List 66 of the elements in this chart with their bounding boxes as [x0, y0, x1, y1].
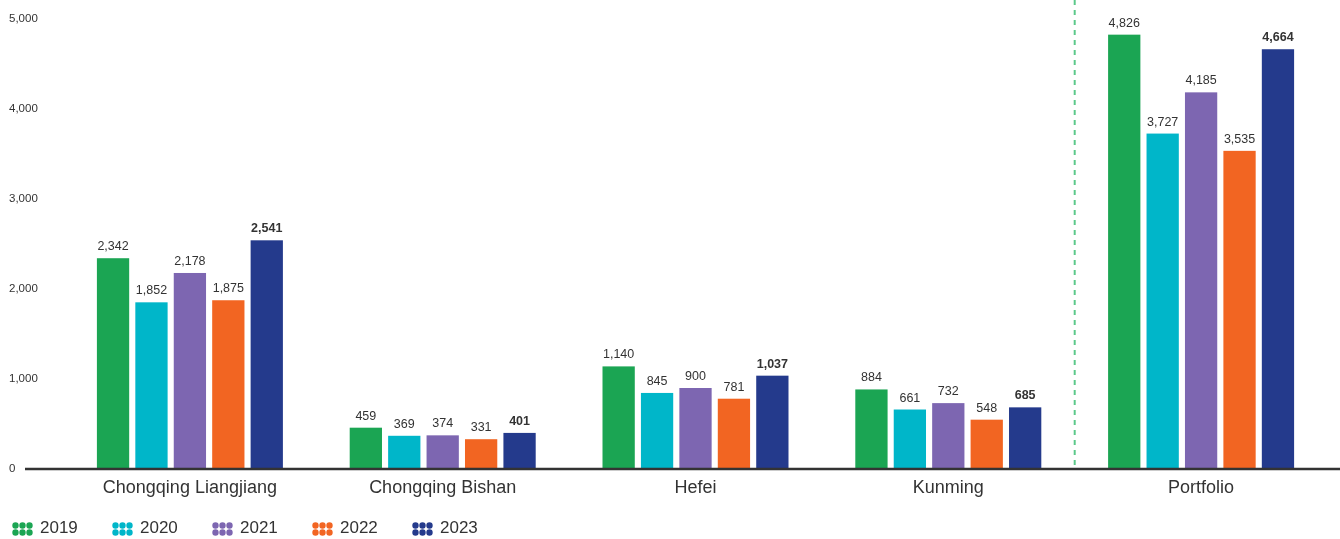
bar	[173, 272, 207, 469]
data-label: 661	[899, 390, 921, 405]
legend-label: 2020	[140, 518, 178, 538]
data-label: 401	[509, 413, 531, 428]
x-tick-label: Chongqing Liangjiang	[102, 476, 277, 497]
bar	[1184, 92, 1218, 469]
data-label: 884	[861, 370, 882, 385]
legend-label: 2022	[340, 518, 378, 538]
y-tick-label: 4,000	[9, 102, 38, 115]
x-tick-label: Chongqing Bishan	[369, 476, 517, 497]
data-label: 4,664	[1262, 30, 1294, 45]
bar	[135, 302, 168, 469]
data-label: 1,875	[212, 281, 245, 296]
data-label: 1,852	[135, 283, 168, 298]
bar	[388, 435, 421, 469]
data-label: 3,727	[1147, 114, 1179, 129]
y-tick-label: 2,000	[9, 282, 38, 295]
data-label: 1,037	[756, 356, 789, 371]
bar	[96, 258, 130, 469]
bar	[1223, 150, 1256, 469]
y-tick-label: 3,000	[9, 192, 38, 205]
bar	[349, 427, 382, 469]
x-tick-label: Hefei	[674, 476, 717, 497]
y-tick-label: 1,000	[9, 372, 38, 385]
data-label: 781	[723, 379, 745, 394]
data-label: 845	[646, 373, 668, 388]
y-tick-label: 5,000	[9, 12, 38, 25]
bar	[970, 419, 1003, 469]
bar	[717, 398, 751, 469]
bar	[679, 388, 712, 469]
data-label: 2,541	[251, 221, 283, 236]
bar	[1261, 49, 1295, 469]
bar	[1009, 407, 1042, 469]
data-label: 369	[393, 416, 415, 431]
bar	[250, 240, 283, 469]
data-label: 732	[937, 384, 959, 399]
bar	[503, 432, 536, 469]
data-label: 2,342	[97, 239, 129, 254]
data-label: 685	[1014, 388, 1036, 403]
bar	[756, 375, 789, 469]
bar	[893, 409, 927, 469]
bar	[212, 300, 245, 469]
data-label: 1,140	[603, 347, 635, 362]
data-label: 3,535	[1223, 131, 1256, 146]
bar	[426, 435, 459, 469]
bar	[640, 392, 674, 469]
bar	[1108, 34, 1141, 469]
x-tick-label: Portfolio	[1168, 476, 1235, 497]
legend-label: 2023	[440, 518, 478, 538]
data-label: 459	[355, 408, 377, 423]
y-tick-label: 0	[9, 462, 16, 475]
legend-label: 2019	[40, 518, 78, 538]
data-label: 331	[470, 420, 492, 435]
data-label: 900	[685, 369, 706, 383]
legend-label: 2021	[240, 518, 278, 538]
data-label: 374	[432, 416, 454, 431]
data-label: 4,826	[1108, 15, 1140, 30]
bar	[602, 366, 635, 469]
data-label: 2,178	[174, 253, 206, 268]
data-label: 548	[976, 400, 998, 415]
bar	[855, 389, 888, 469]
data-label: 4,185	[1185, 73, 1217, 88]
bar	[1146, 133, 1179, 469]
bar	[932, 403, 965, 469]
x-tick-label: Kunming	[912, 476, 984, 497]
bar	[464, 439, 498, 469]
